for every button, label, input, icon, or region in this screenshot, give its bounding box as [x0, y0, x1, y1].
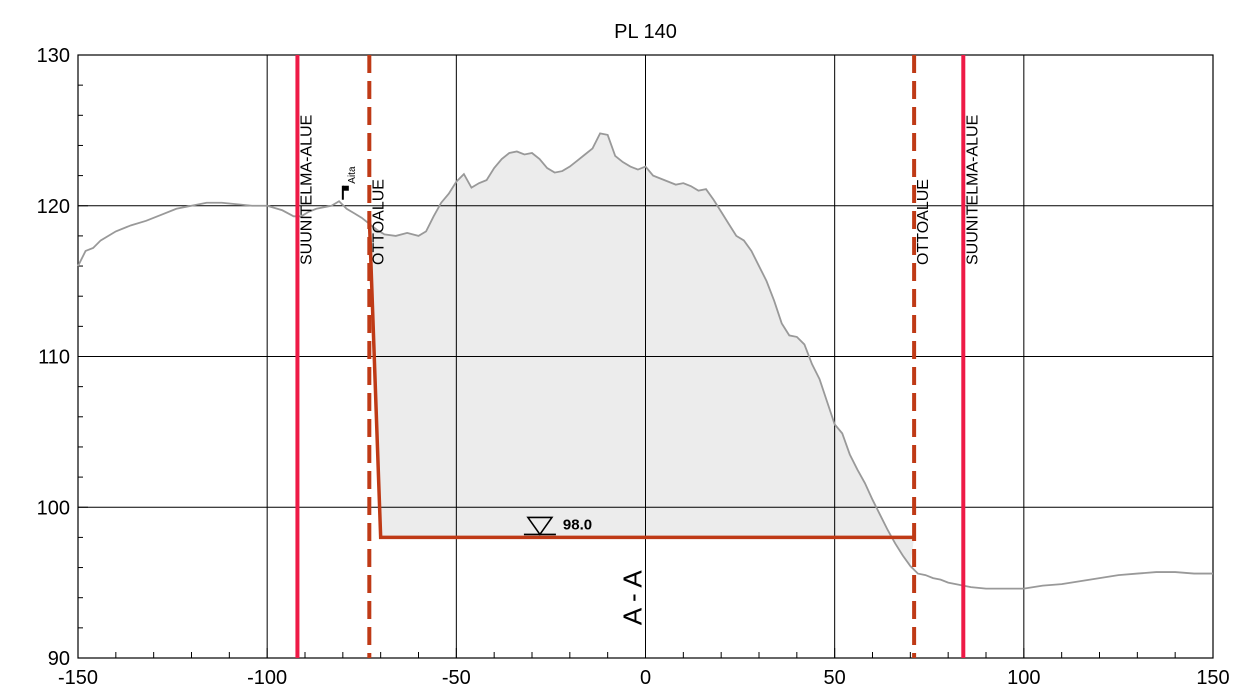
x-tick-label: 100 [1007, 667, 1040, 689]
boundary-label: SUUNITELMA-ALUE [964, 115, 981, 265]
excavation-area-fill [369, 133, 915, 567]
grid [78, 55, 1213, 658]
x-tick-label: 150 [1196, 667, 1229, 689]
y-tick-label: 110 [38, 347, 70, 369]
water-level-label: 98.0 [563, 516, 592, 533]
chart-title: PL 140 [614, 21, 677, 43]
x-tick-label: -100 [247, 667, 287, 689]
ground-profile-series [77, 132, 1213, 590]
boundary-lines [295, 55, 966, 658]
x-tick-label: -150 [58, 667, 98, 689]
excavation-fill-area [369, 133, 915, 567]
x-tick-label: 50 [824, 667, 846, 689]
plot-frame [77, 54, 1214, 659]
boundary-label: OTTOALUE [370, 179, 387, 265]
y-tick-label: 120 [37, 196, 70, 218]
y-tick-label: 90 [48, 648, 70, 670]
excavation-line [367, 217, 915, 540]
ground-profile-line [77, 132, 1213, 590]
y-tick-label: 130 [37, 45, 70, 67]
section-label: A - A [618, 570, 648, 626]
fence-flag [342, 185, 349, 191]
excavation-series [367, 217, 915, 540]
y-tick-label: 100 [37, 497, 70, 519]
labels: -150 -100 -50 0 50 100 150 90 100 110 120 130 SUUNIT… [37, 45, 1230, 689]
water-level-icon [526, 516, 554, 536]
fence-label: Aita [347, 166, 358, 184]
boundary-label: OTTOALUE [915, 179, 932, 265]
x-tick-label: 0 [640, 667, 651, 689]
boundary-label: SUUNITELMA-ALUE [298, 115, 315, 265]
x-tick-label: -50 [442, 667, 471, 689]
